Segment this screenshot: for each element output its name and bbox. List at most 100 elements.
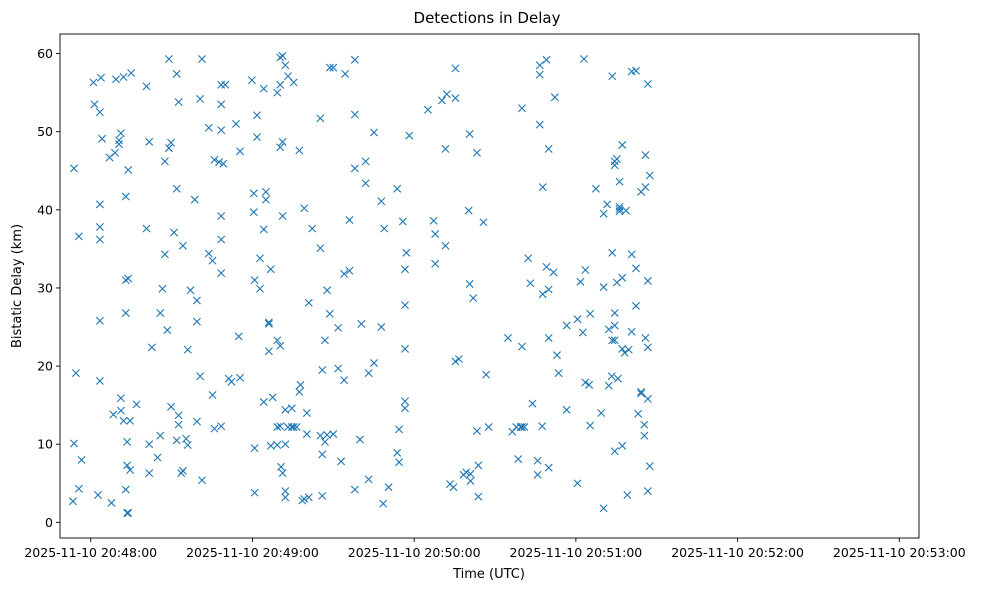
data-point (250, 488, 259, 497)
x-tick-label: 2025-11-10 20:53:00 (833, 545, 966, 560)
data-point (615, 205, 624, 214)
data-point (217, 269, 226, 278)
data-point (174, 420, 183, 429)
y-tick-label: 40 (37, 202, 53, 217)
data-point (192, 317, 201, 326)
data-point (74, 484, 83, 493)
data-point (281, 487, 290, 496)
data-point (304, 493, 313, 502)
data-point (610, 447, 619, 456)
data-point (553, 351, 562, 360)
data-point (466, 469, 475, 478)
data-point (465, 130, 474, 139)
data-point (517, 104, 526, 113)
data-point (170, 228, 179, 237)
y-axis-ticks: 0 10 20 30 40 50 60 (37, 46, 60, 530)
data-point (253, 111, 262, 120)
data-point (94, 491, 102, 500)
data-point (217, 422, 226, 431)
data-point (405, 131, 414, 140)
data-point (345, 266, 354, 275)
data-point (613, 374, 622, 383)
data-point (160, 250, 169, 259)
data-point (645, 462, 654, 471)
data-point (604, 381, 613, 390)
data-point (585, 380, 594, 389)
data-point (608, 72, 617, 81)
data-point (542, 55, 551, 64)
data-point (538, 422, 547, 431)
data-point (627, 250, 636, 259)
data-point (393, 448, 402, 457)
data-point (217, 212, 226, 221)
data-point (627, 327, 636, 336)
data-point (210, 155, 219, 164)
data-point (528, 399, 537, 408)
y-tick-label: 20 (37, 359, 53, 374)
data-point (304, 298, 313, 307)
data-point (640, 420, 649, 429)
data-point (423, 105, 432, 114)
data-point (296, 380, 305, 389)
data-point (334, 364, 343, 373)
chart-title: Detections in Delay (414, 9, 561, 27)
data-point (110, 148, 119, 157)
data-point (350, 164, 359, 173)
data-point (610, 308, 619, 317)
data-point (221, 80, 230, 89)
data-point (384, 483, 393, 492)
data-point (637, 387, 646, 396)
data-point (276, 53, 285, 62)
data-point (276, 341, 285, 350)
data-point (442, 90, 451, 99)
data-point (643, 343, 652, 352)
data-point (264, 319, 273, 328)
data-point (337, 457, 346, 466)
data-point (278, 137, 287, 146)
data-point (273, 88, 282, 97)
data-point (236, 147, 245, 156)
data-point (115, 136, 124, 145)
data-point (217, 100, 226, 109)
data-point (357, 319, 366, 328)
x-axis-ticks: 2025-11-10 20:48:00 2025-11-10 20:49:00 20… (24, 538, 966, 560)
data-point (429, 216, 438, 225)
data-point (544, 285, 553, 294)
data-point (325, 63, 334, 72)
data-point (70, 439, 79, 448)
data-point (250, 276, 259, 285)
data-point (71, 369, 80, 378)
data-point (356, 435, 364, 444)
data-point (253, 133, 262, 142)
data-point (183, 441, 192, 450)
data-point (329, 430, 338, 439)
data-point (142, 224, 151, 233)
data-point (643, 80, 652, 88)
data-point (334, 323, 343, 332)
data-point (474, 461, 483, 470)
data-point (645, 171, 654, 180)
x-tick-label: 2025-11-10 20:52:00 (671, 545, 804, 560)
data-point (190, 195, 199, 204)
x-axis-label: Time (UTC) (452, 567, 525, 582)
data-point (121, 485, 130, 494)
data-point (544, 333, 553, 342)
data-point (634, 409, 643, 418)
data-point (643, 487, 652, 496)
data-point (379, 499, 388, 508)
data-point (132, 400, 141, 409)
data-point (109, 410, 118, 419)
data-point (227, 377, 236, 386)
data-point (276, 422, 285, 431)
data-point (236, 373, 245, 382)
data-point (116, 129, 125, 138)
data-point (121, 276, 130, 285)
data-point (95, 108, 104, 117)
data-point (268, 393, 277, 402)
data-point (256, 284, 264, 293)
data-point (637, 389, 646, 398)
data-point (431, 259, 440, 268)
data-point (147, 343, 156, 352)
data-point (123, 509, 132, 517)
data-point (107, 498, 116, 507)
